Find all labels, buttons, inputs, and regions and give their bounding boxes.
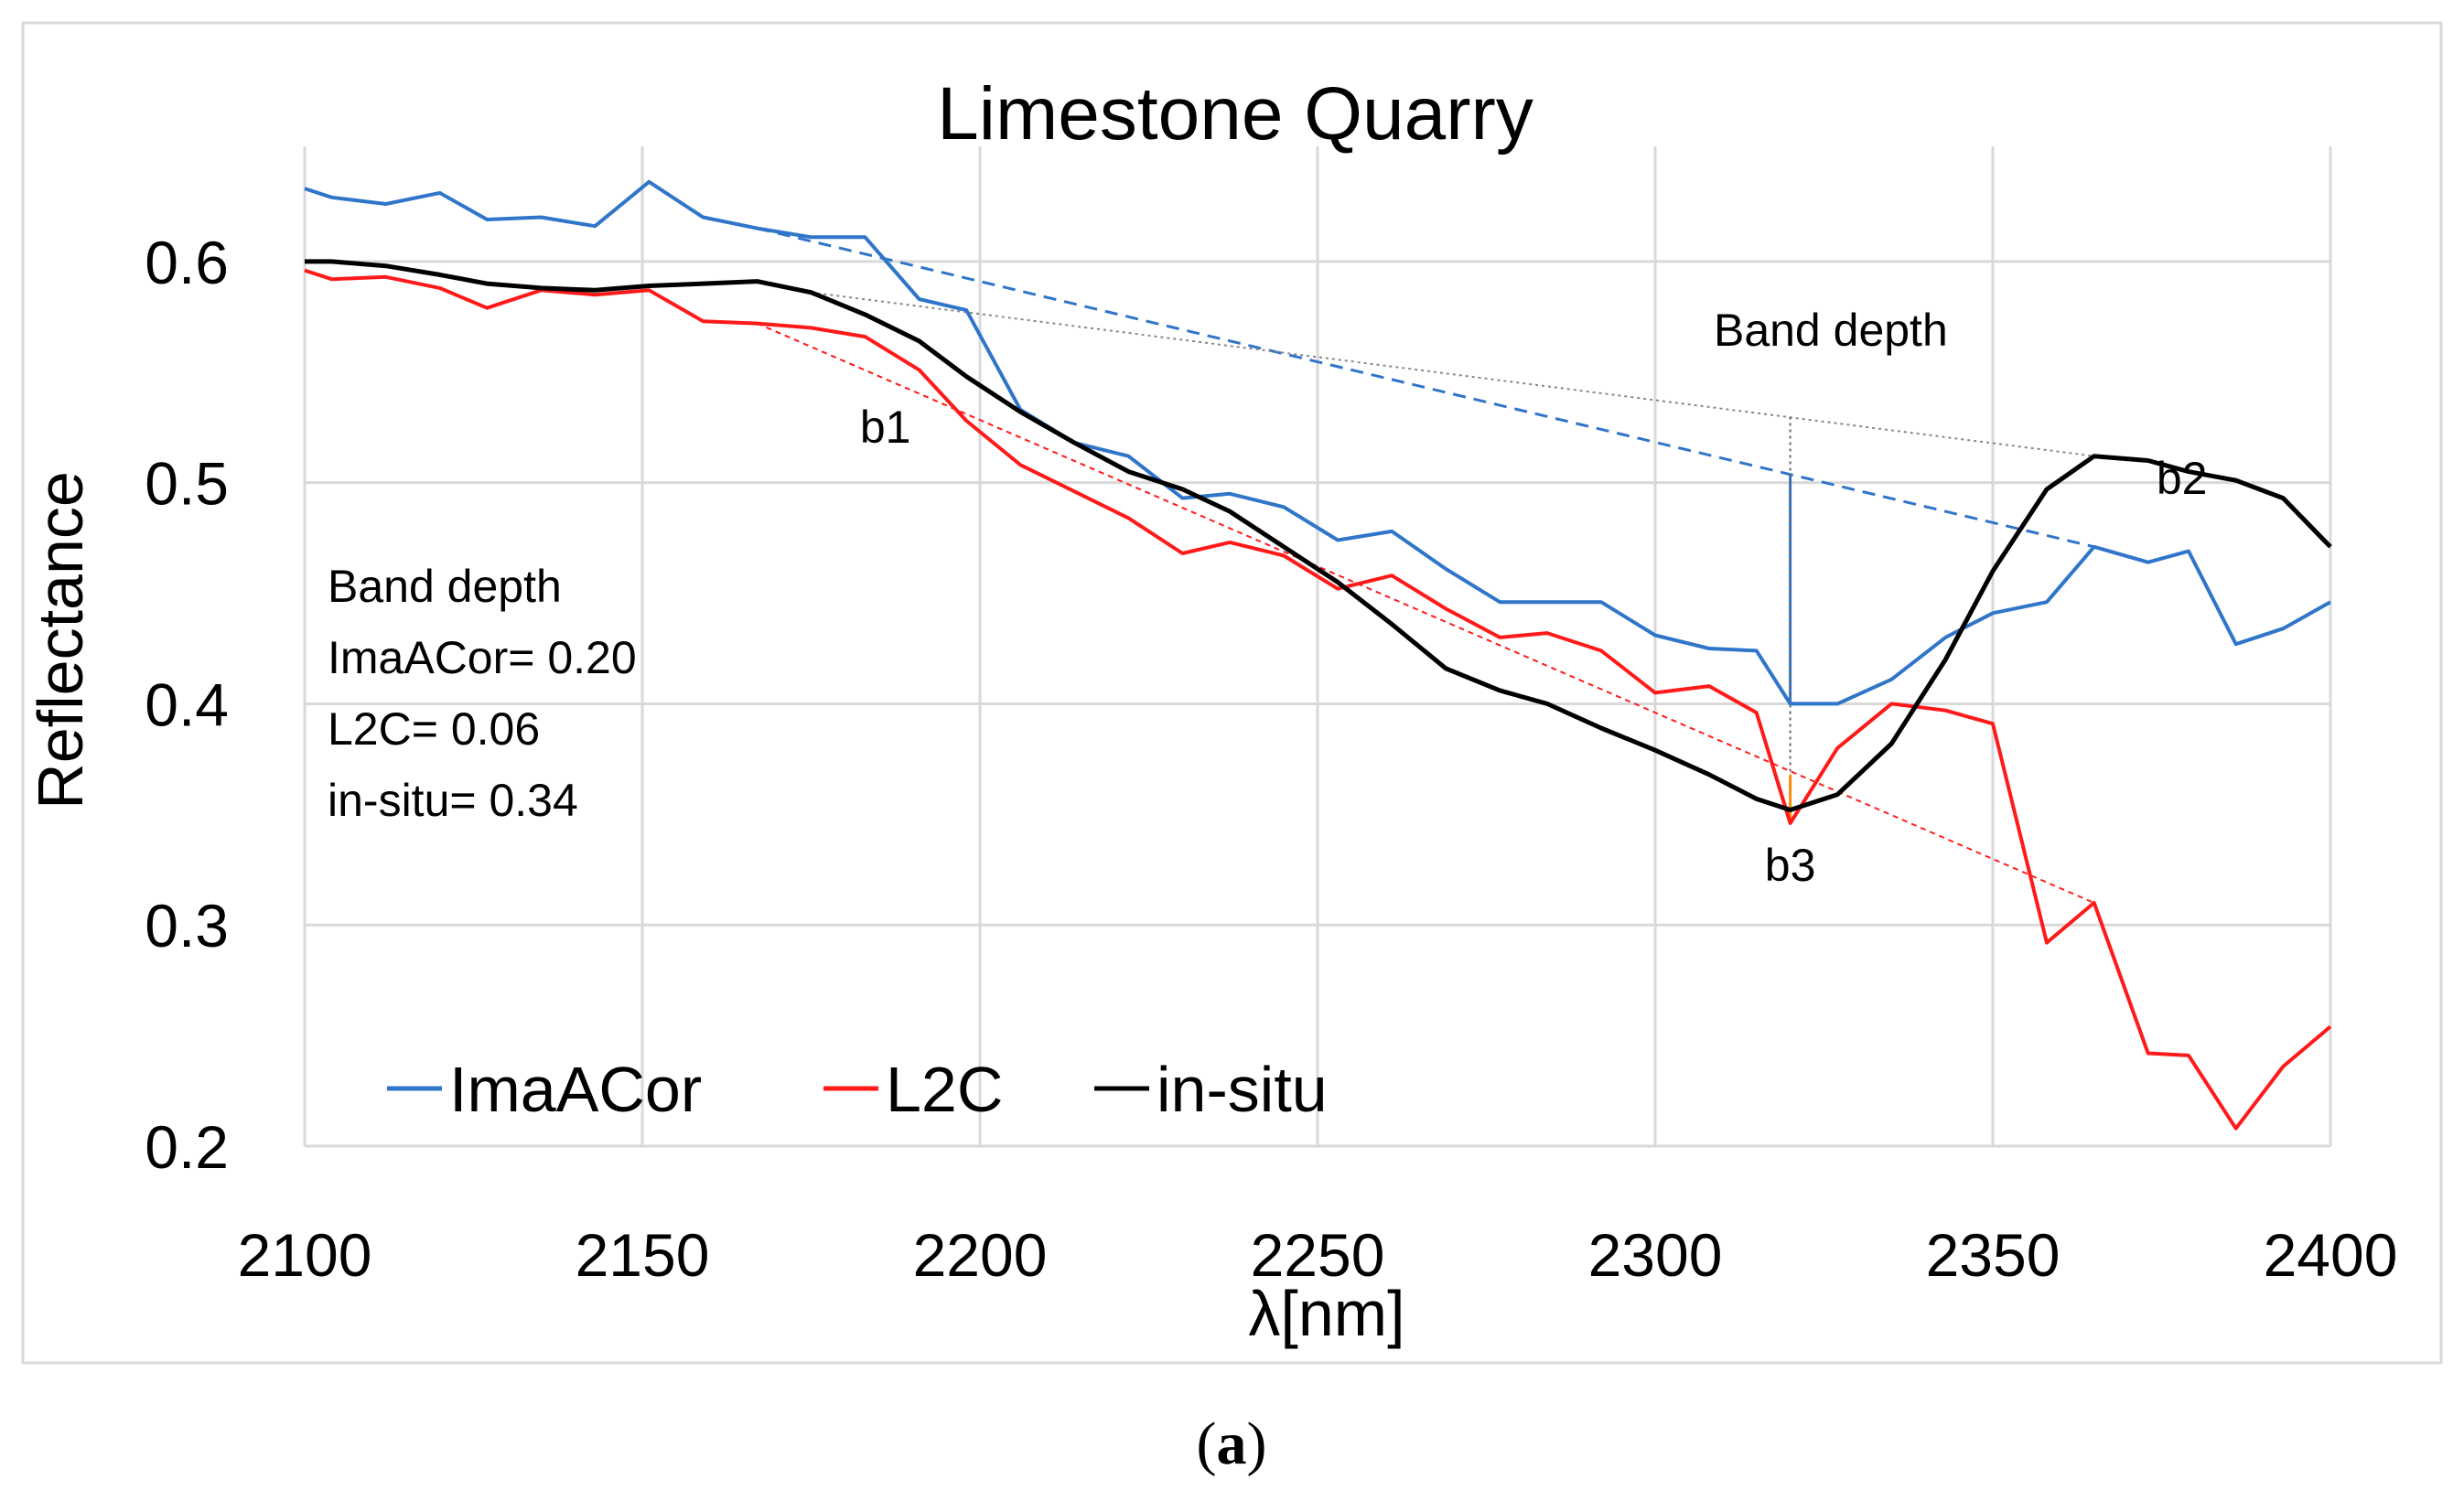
x-tick-labels: 2100 2150 2200 2250 2300 2350 2400 bbox=[238, 1221, 2398, 1289]
band-depth-box-line: L2C= 0.06 bbox=[328, 703, 540, 755]
annotation-b1: b1 bbox=[860, 402, 911, 453]
x-tick-label: 2250 bbox=[1251, 1221, 1385, 1289]
gridlines bbox=[303, 146, 2332, 1148]
continuum-line bbox=[757, 322, 2095, 904]
series-line-imaacor bbox=[304, 179, 2331, 706]
caption-close: ) bbox=[1247, 1410, 1267, 1477]
x-tick-label: 2100 bbox=[238, 1221, 372, 1289]
caption-letter: a bbox=[1217, 1410, 1247, 1477]
continuum-line bbox=[757, 227, 2095, 549]
x-axis-label: λ[nm] bbox=[1248, 1278, 1404, 1349]
y-tick-labels: 0.2 0.3 0.4 0.5 0.6 bbox=[145, 229, 229, 1181]
annotation-b2: b2 bbox=[2157, 453, 2208, 504]
legend-label: L2C bbox=[886, 1054, 1003, 1125]
legend-label: in-situ bbox=[1157, 1054, 1328, 1125]
y-tick-label: 0.6 bbox=[145, 229, 229, 296]
y-tick-label: 0.3 bbox=[145, 892, 229, 960]
y-tick-label: 0.5 bbox=[145, 450, 229, 518]
y-axis-label: Reflectance bbox=[25, 471, 96, 809]
x-tick-label: 2350 bbox=[1926, 1221, 2061, 1289]
x-tick-label: 2400 bbox=[2264, 1221, 2398, 1289]
y-tick-label: 0.4 bbox=[145, 670, 229, 738]
continuum-lines bbox=[757, 227, 2095, 904]
series-line-l2c bbox=[304, 268, 2332, 1131]
x-tick-label: 2150 bbox=[576, 1221, 710, 1289]
chart-frame bbox=[21, 21, 2443, 1365]
y-tick-label: 0.2 bbox=[145, 1113, 229, 1181]
annotation-b3: b3 bbox=[1765, 840, 1816, 891]
data-series bbox=[304, 179, 2332, 1131]
caption-open: ( bbox=[1197, 1410, 1217, 1477]
x-tick-label: 2300 bbox=[1588, 1221, 1723, 1289]
band-depth-box-line: ImaACor= 0.20 bbox=[328, 632, 637, 683]
x-tick-label: 2200 bbox=[913, 1221, 1048, 1289]
annotations: b1 b2 b3 Band depth bbox=[860, 305, 2208, 891]
series-line-in-situ bbox=[305, 259, 2332, 812]
figure-caption: (a) bbox=[1197, 1410, 1267, 1477]
legend: ImaACor L2C in-situ bbox=[387, 1054, 1328, 1125]
band-depth-box-line: in-situ= 0.34 bbox=[328, 775, 578, 826]
chart-title: Limestone Quarry bbox=[937, 72, 1533, 155]
annotation-band_depth_top: Band depth bbox=[1714, 305, 1948, 356]
continuum-line bbox=[811, 291, 2094, 457]
legend-label: ImaACor bbox=[449, 1054, 702, 1125]
band-depth-box-line: Band depth bbox=[328, 561, 562, 612]
band-depth-box: Band depth ImaACor= 0.20 L2C= 0.06 in-si… bbox=[328, 561, 637, 826]
